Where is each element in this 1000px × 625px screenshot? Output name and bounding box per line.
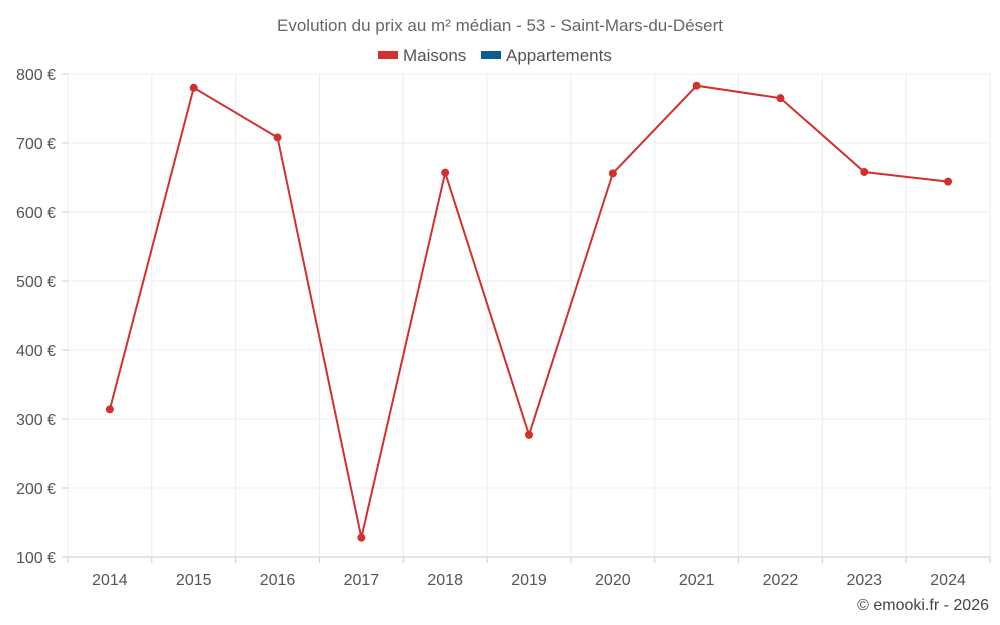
data-point[interactable] [860, 167, 869, 176]
x-tick-label: 2023 [846, 572, 882, 589]
y-tick-label: 500 € [16, 274, 56, 291]
x-axis: 2014 2015 2016 2017 2018 2019 2020 2021 2022 2023… [67, 557, 991, 589]
legend-label-maisons: Maisons [403, 46, 466, 65]
y-tick-label: 600 € [16, 205, 56, 222]
data-point[interactable] [525, 430, 533, 439]
y-tick-label: 400 € [16, 343, 56, 360]
y-axis: 100 € 200 € 300 € 400 € 500 € 600 € 700 € 800 € [16, 67, 68, 567]
x-tick-label: 2022 [763, 572, 799, 589]
credit-text: © emooki.fr - 2026 [857, 597, 989, 614]
x-tick-label: 2019 [511, 572, 547, 589]
y-tick-label: 800 € [16, 67, 56, 84]
x-tick-label: 2020 [595, 572, 631, 589]
data-point[interactable] [441, 168, 450, 177]
x-tick-label: 2018 [427, 572, 463, 589]
legend-item-appartements[interactable]: Appartements [481, 46, 612, 65]
data-point[interactable] [189, 83, 198, 92]
x-tick-label: 2015 [176, 572, 212, 589]
legend: Maisons Appartements [378, 46, 612, 65]
legend-item-maisons[interactable]: Maisons [378, 46, 466, 65]
x-tick-label: 2017 [344, 572, 380, 589]
gridlines [67, 73, 991, 558]
series-layer [105, 81, 953, 542]
x-tick-label: 2016 [260, 572, 296, 589]
legend-swatch-appartements [481, 51, 501, 59]
legend-swatch-maisons [378, 51, 398, 59]
y-tick-label: 100 € [16, 550, 56, 567]
data-point[interactable] [944, 177, 953, 186]
y-tick-label: 300 € [16, 412, 56, 429]
data-point[interactable] [105, 405, 114, 414]
y-tick-label: 200 € [16, 481, 56, 498]
data-point[interactable] [692, 81, 701, 90]
data-point[interactable] [273, 133, 282, 142]
legend-label-appartements: Appartements [506, 46, 612, 65]
y-tick-label: 700 € [16, 136, 56, 153]
x-tick-label: 2014 [92, 572, 128, 589]
x-tick-label: 2021 [679, 572, 715, 589]
chart-title: Evolution du prix au m² médian - 53 - Sa… [277, 16, 723, 35]
data-point[interactable] [776, 94, 785, 103]
data-point[interactable] [608, 169, 617, 178]
x-tick-label: 2024 [930, 572, 966, 589]
data-point[interactable] [357, 533, 366, 542]
